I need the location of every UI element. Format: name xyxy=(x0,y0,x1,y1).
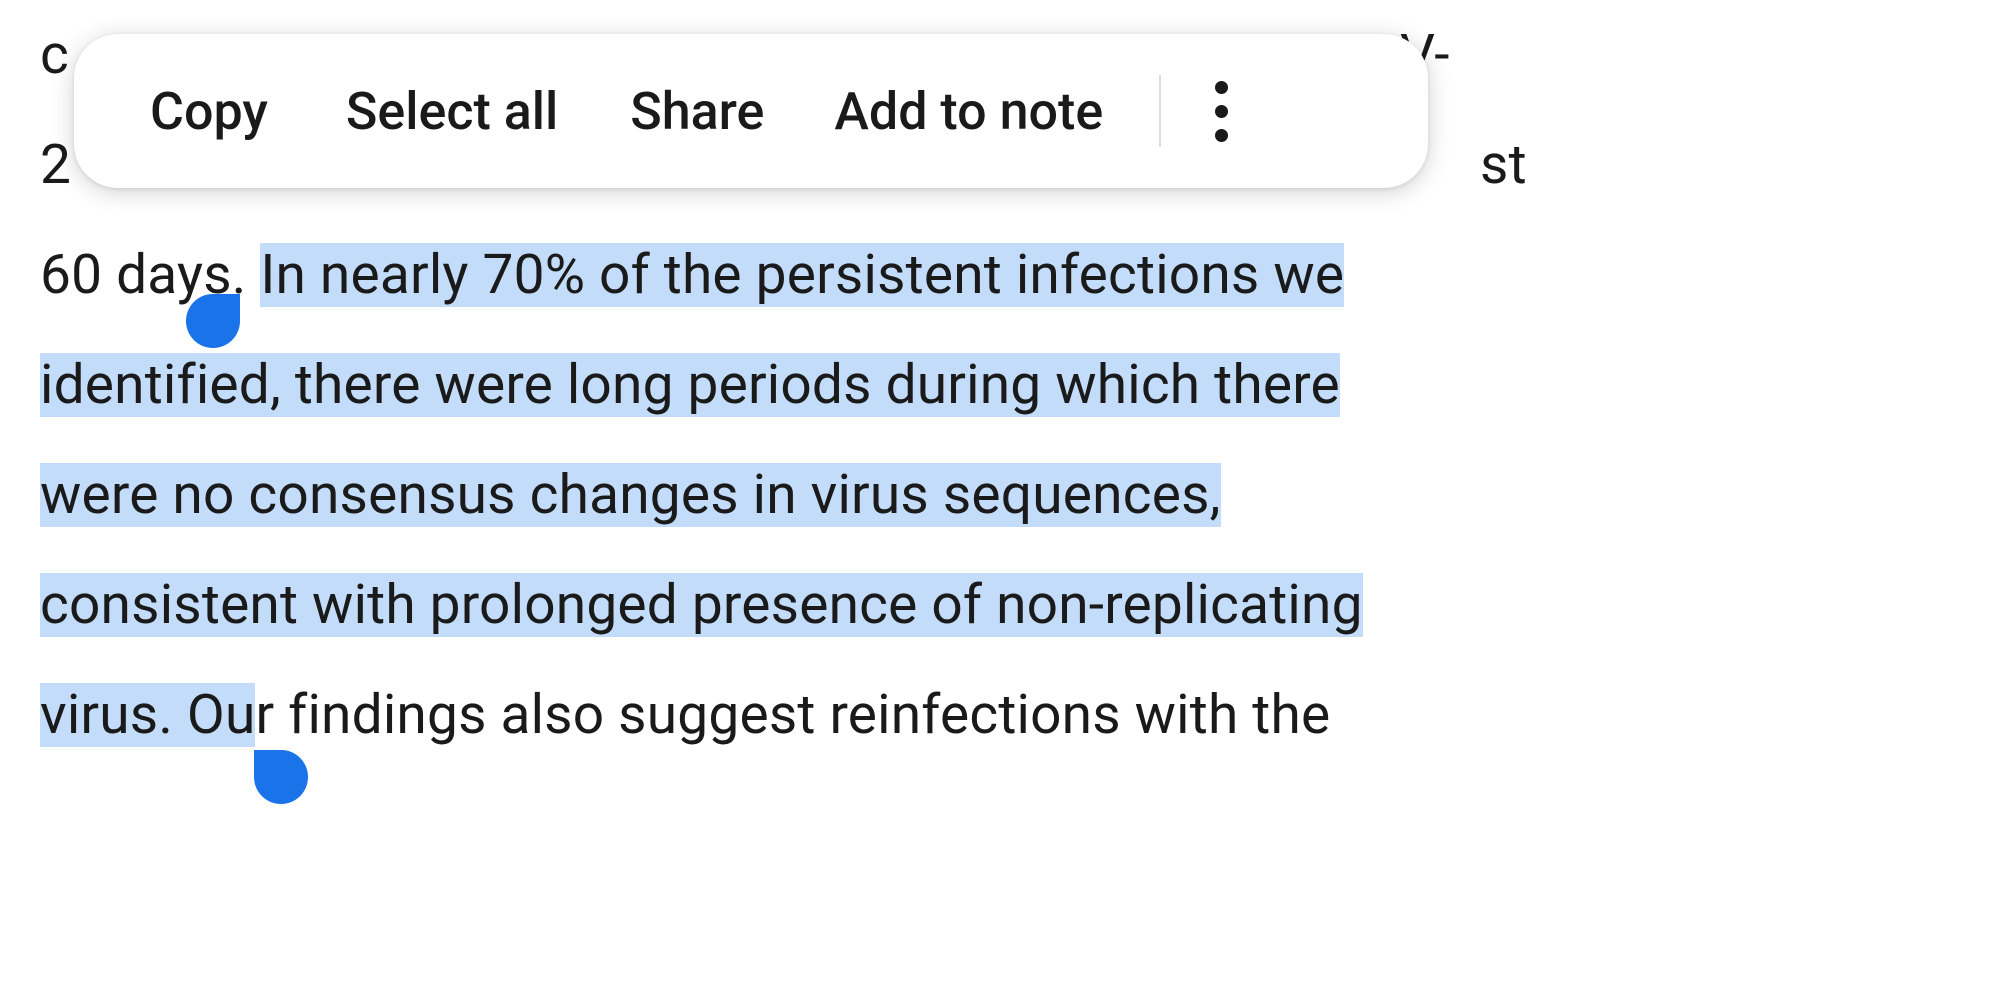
text-fragment: st xyxy=(1480,133,1527,197)
select-all-button[interactable]: Select all xyxy=(346,81,558,142)
selection-start-handle[interactable] xyxy=(186,294,240,348)
selected-text[interactable]: In nearly 70% of the persistent infectio… xyxy=(260,243,1344,307)
overflow-menu-icon[interactable] xyxy=(1205,71,1238,152)
text-line-6: consistent with prolonged presence of no… xyxy=(40,550,1960,660)
selected-text[interactable]: were no consensus changes in virus seque… xyxy=(40,463,1221,527)
text-selection-context-menu: Copy Select all Share Add to note xyxy=(74,34,1428,188)
text-fragment: r findings also suggest reinfections wit… xyxy=(255,683,1330,747)
text-line-3: 60 days. In nearly 70% of the persistent… xyxy=(40,220,1960,330)
text-line-4: identified, there were long periods duri… xyxy=(40,330,1960,440)
selection-end-handle[interactable] xyxy=(254,750,308,804)
add-to-note-button[interactable]: Add to note xyxy=(834,81,1103,142)
selected-text[interactable]: consistent with prolonged presence of no… xyxy=(40,573,1363,637)
copy-button[interactable]: Copy xyxy=(150,81,268,142)
selected-text[interactable]: virus. Ou xyxy=(40,683,255,747)
selected-text[interactable]: identified, there were long periods duri… xyxy=(40,353,1340,417)
text-line-5: were no consensus changes in virus seque… xyxy=(40,440,1960,550)
menu-divider xyxy=(1159,75,1161,147)
share-button[interactable]: Share xyxy=(630,81,764,142)
text-line-7: virus. Our findings also suggest reinfec… xyxy=(40,660,1960,770)
